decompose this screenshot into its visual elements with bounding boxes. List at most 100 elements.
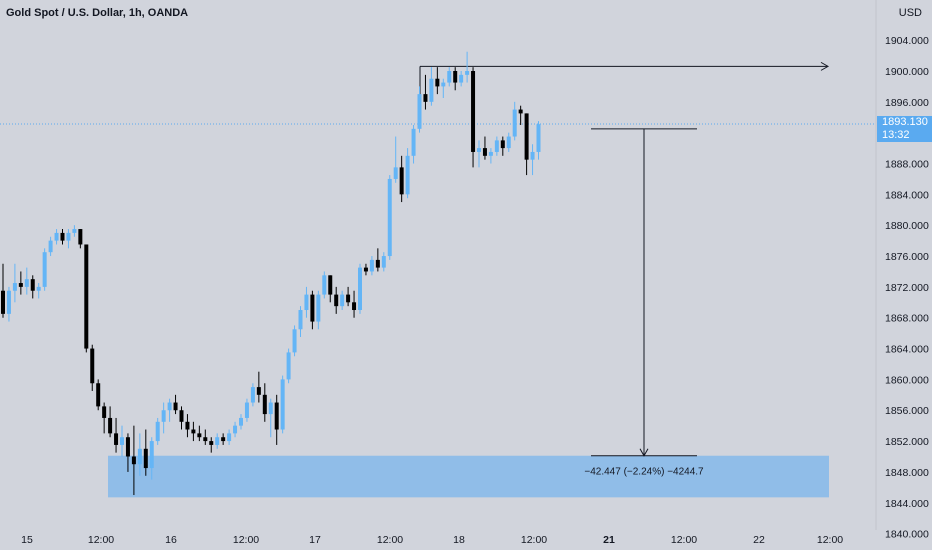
candle-body	[120, 437, 124, 445]
candle-body	[66, 232, 71, 241]
candle-body	[453, 71, 458, 83]
candle-body	[298, 310, 303, 330]
x-tick-label: 18	[453, 534, 465, 546]
x-tick-label: 15	[21, 534, 33, 546]
candle-body	[477, 148, 481, 152]
candle-body	[227, 433, 232, 442]
y-tick-label: 1876.000	[885, 251, 929, 263]
candle-body	[244, 402, 249, 418]
candle-body	[203, 437, 208, 442]
candle-body	[274, 402, 279, 430]
candle-body	[405, 155, 410, 195]
current-price-label: 1893.130 13:32	[877, 116, 932, 142]
candle-body	[304, 294, 309, 311]
candle-body	[411, 128, 416, 156]
candle-body	[459, 74, 464, 83]
y-tick-label: 1852.000	[885, 436, 929, 448]
candle-body	[500, 140, 505, 149]
candle-body	[447, 71, 452, 83]
candle-body	[471, 71, 476, 152]
candle-body	[524, 113, 529, 160]
candle-body	[215, 437, 220, 445]
candle-body	[482, 148, 487, 156]
candle-body	[352, 302, 357, 311]
candle-body	[328, 275, 333, 295]
y-tick-label: 1888.000	[885, 159, 929, 171]
candle-body	[358, 267, 362, 311]
y-tick-label: 1840.000	[885, 529, 929, 541]
candle-body	[30, 279, 35, 291]
candle-body	[280, 379, 285, 430]
candle-body	[149, 441, 154, 469]
candle-body	[131, 456, 136, 465]
candle-body	[125, 437, 130, 457]
x-tick-label: 12:00	[671, 534, 697, 546]
candle-body	[1, 290, 5, 314]
candle-body	[90, 348, 95, 384]
x-tick-label: 22	[753, 534, 765, 546]
y-tick-label: 1864.000	[885, 344, 929, 356]
candle-body	[286, 352, 291, 380]
y-tick-label: 1844.000	[885, 498, 929, 510]
y-tick-label: 1848.000	[885, 467, 929, 479]
currency-label[interactable]: USD	[898, 7, 922, 19]
candle-body	[429, 78, 434, 102]
chart-title: Gold Spot / U.S. Dollar, 1h, OANDA	[6, 7, 189, 19]
candle-body	[441, 82, 446, 87]
candle-body	[102, 406, 107, 418]
candle-body	[185, 421, 190, 430]
x-tick-label: 17	[309, 534, 321, 546]
candle-body	[161, 410, 166, 422]
candle-body	[24, 279, 29, 287]
candle-body	[84, 244, 89, 349]
candle-body	[393, 167, 398, 179]
candle-body	[363, 267, 368, 272]
candle-body	[72, 229, 77, 233]
candle-body	[42, 252, 47, 287]
candle-body	[494, 140, 499, 152]
candle-body	[435, 78, 440, 87]
candle-body	[465, 71, 470, 75]
candle-body	[6, 290, 11, 314]
candle-body	[239, 417, 243, 426]
candle-body	[36, 286, 41, 291]
y-tick-label: 1856.000	[885, 405, 929, 417]
candle-body	[60, 232, 65, 241]
candle-body	[250, 387, 255, 403]
candle-body	[173, 402, 178, 411]
x-tick-label: 12:00	[88, 534, 114, 546]
candle-body	[143, 448, 148, 469]
countdown-timer: 13:32	[882, 129, 910, 141]
candle-body	[137, 448, 142, 465]
x-tick-label: 12:00	[817, 534, 843, 546]
candle-body	[96, 383, 101, 407]
x-tick-label: 21	[603, 534, 615, 546]
y-tick-label: 1880.000	[885, 220, 929, 232]
candle-body	[256, 387, 261, 395]
measure-label: −42.447 (−2.24%) −4244.7	[584, 467, 704, 478]
candle-body	[322, 275, 327, 295]
candle-body	[292, 329, 297, 353]
support-zone	[108, 455, 829, 498]
candle-body	[114, 433, 119, 445]
candle-body	[417, 94, 422, 129]
candle-body	[346, 294, 351, 303]
candle-body	[369, 259, 374, 272]
candle-body	[191, 429, 196, 434]
candle-body	[262, 394, 267, 415]
candle-body	[167, 402, 172, 411]
current-price-value: 1893.130	[882, 116, 928, 128]
candle-body	[518, 109, 523, 114]
candle-body	[488, 151, 493, 156]
measure-arrow-head	[639, 448, 649, 457]
candle-body	[12, 283, 17, 291]
y-tick-label: 1868.000	[885, 313, 929, 325]
candle-body	[316, 294, 321, 322]
candle-body	[506, 136, 511, 149]
candle-body	[209, 441, 214, 445]
x-tick-label: 12:00	[377, 534, 403, 546]
y-tick-label: 1896.000	[885, 97, 929, 109]
candle-body	[423, 94, 428, 102]
